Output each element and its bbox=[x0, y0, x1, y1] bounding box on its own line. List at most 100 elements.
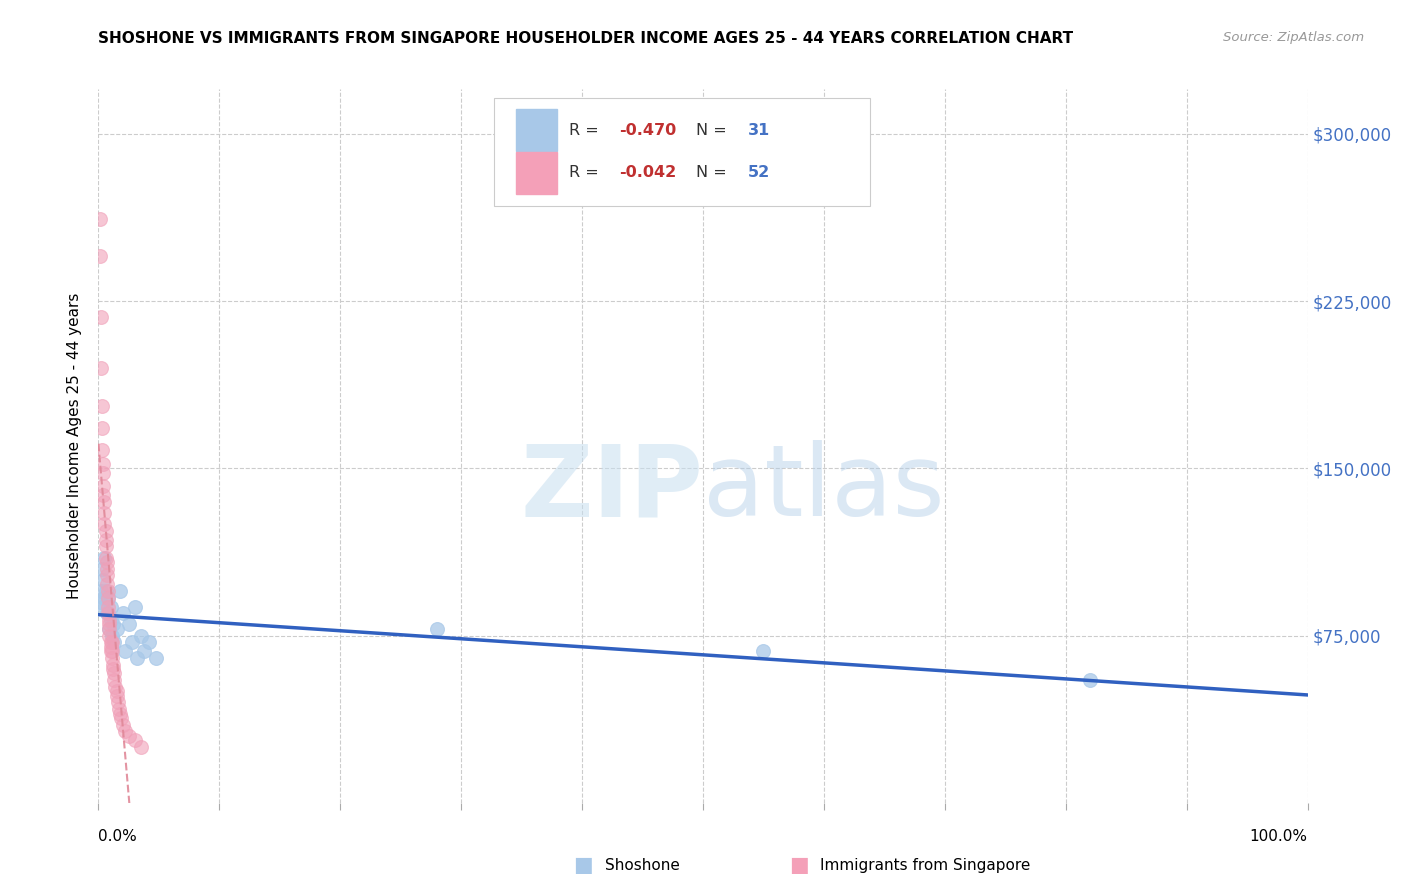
Text: R =: R = bbox=[569, 123, 603, 138]
Point bbox=[103, 673, 125, 687]
Point bbox=[110, 711, 132, 725]
Point bbox=[94, 539, 117, 553]
Point bbox=[752, 644, 775, 658]
Point bbox=[100, 644, 122, 658]
Point bbox=[97, 607, 120, 621]
Point bbox=[91, 421, 114, 435]
FancyBboxPatch shape bbox=[494, 98, 870, 205]
Point bbox=[100, 651, 122, 665]
Point bbox=[91, 562, 114, 576]
Text: ■: ■ bbox=[789, 855, 808, 875]
Point bbox=[90, 360, 112, 375]
Point bbox=[426, 622, 449, 636]
Y-axis label: Householder Income Ages 25 - 44 years: Householder Income Ages 25 - 44 years bbox=[67, 293, 83, 599]
Point bbox=[124, 599, 146, 614]
Point bbox=[1078, 673, 1101, 687]
Point bbox=[100, 635, 122, 649]
Point bbox=[104, 680, 127, 694]
Point bbox=[91, 488, 114, 502]
Point bbox=[91, 399, 114, 413]
Point bbox=[134, 644, 156, 658]
Point bbox=[118, 617, 141, 632]
FancyBboxPatch shape bbox=[516, 152, 557, 194]
Point bbox=[100, 640, 122, 654]
Point bbox=[91, 599, 114, 614]
Point bbox=[121, 635, 143, 649]
Point bbox=[94, 524, 117, 538]
Text: atlas: atlas bbox=[703, 441, 945, 537]
Point bbox=[100, 628, 122, 642]
Point bbox=[103, 635, 125, 649]
Point bbox=[127, 651, 149, 665]
Point bbox=[93, 494, 115, 508]
Point bbox=[94, 550, 117, 565]
Point bbox=[107, 696, 129, 710]
Point bbox=[100, 644, 122, 658]
Point bbox=[94, 533, 117, 547]
Point bbox=[96, 568, 118, 582]
Text: 0.0%: 0.0% bbox=[98, 830, 138, 844]
Point bbox=[93, 550, 115, 565]
Point bbox=[98, 628, 121, 642]
Point bbox=[93, 517, 115, 532]
Text: Source: ZipAtlas.com: Source: ZipAtlas.com bbox=[1223, 31, 1364, 45]
Point bbox=[129, 740, 152, 755]
Text: 52: 52 bbox=[748, 165, 770, 180]
Point bbox=[91, 466, 114, 480]
Point bbox=[96, 577, 118, 591]
Point bbox=[91, 457, 114, 471]
Point bbox=[100, 599, 122, 614]
Point bbox=[105, 689, 128, 703]
Point bbox=[124, 733, 146, 747]
Point bbox=[103, 666, 125, 681]
Point bbox=[100, 613, 122, 627]
Point bbox=[101, 662, 124, 676]
Point bbox=[90, 310, 112, 324]
Point bbox=[105, 684, 128, 698]
Text: ZIP: ZIP bbox=[520, 441, 703, 537]
Point bbox=[111, 607, 134, 621]
Point bbox=[101, 657, 124, 672]
Point bbox=[145, 651, 167, 665]
Point bbox=[96, 555, 118, 569]
Point bbox=[90, 583, 112, 598]
Text: 31: 31 bbox=[748, 123, 770, 138]
Text: 100.0%: 100.0% bbox=[1250, 830, 1308, 844]
Point bbox=[97, 583, 120, 598]
Point bbox=[93, 591, 115, 605]
Text: N =: N = bbox=[696, 123, 731, 138]
Point bbox=[98, 622, 121, 636]
Point bbox=[89, 249, 111, 264]
Point bbox=[98, 622, 121, 636]
Text: Shoshone: Shoshone bbox=[605, 858, 679, 872]
Text: R =: R = bbox=[569, 165, 603, 180]
FancyBboxPatch shape bbox=[516, 110, 557, 152]
Point bbox=[97, 591, 120, 605]
Point bbox=[101, 617, 124, 632]
Point bbox=[114, 724, 136, 739]
Point bbox=[108, 702, 131, 716]
Point bbox=[118, 729, 141, 743]
Text: N =: N = bbox=[696, 165, 731, 180]
Point bbox=[98, 613, 121, 627]
Point bbox=[111, 717, 134, 731]
Point bbox=[97, 599, 120, 614]
Point bbox=[93, 506, 115, 520]
Point bbox=[100, 635, 122, 649]
Point bbox=[98, 617, 121, 632]
Point bbox=[91, 573, 114, 587]
Point bbox=[105, 622, 128, 636]
Text: -0.470: -0.470 bbox=[620, 123, 676, 138]
Point bbox=[94, 583, 117, 598]
Text: SHOSHONE VS IMMIGRANTS FROM SINGAPORE HOUSEHOLDER INCOME AGES 25 - 44 YEARS CORR: SHOSHONE VS IMMIGRANTS FROM SINGAPORE HO… bbox=[98, 31, 1074, 46]
Point bbox=[129, 628, 152, 642]
Point bbox=[89, 595, 111, 609]
Text: Immigrants from Singapore: Immigrants from Singapore bbox=[820, 858, 1031, 872]
Point bbox=[108, 583, 131, 598]
Point bbox=[91, 479, 114, 493]
Point bbox=[89, 211, 111, 226]
Text: -0.042: -0.042 bbox=[620, 165, 676, 180]
Point bbox=[96, 562, 118, 576]
Point bbox=[138, 635, 160, 649]
Text: ■: ■ bbox=[574, 855, 593, 875]
